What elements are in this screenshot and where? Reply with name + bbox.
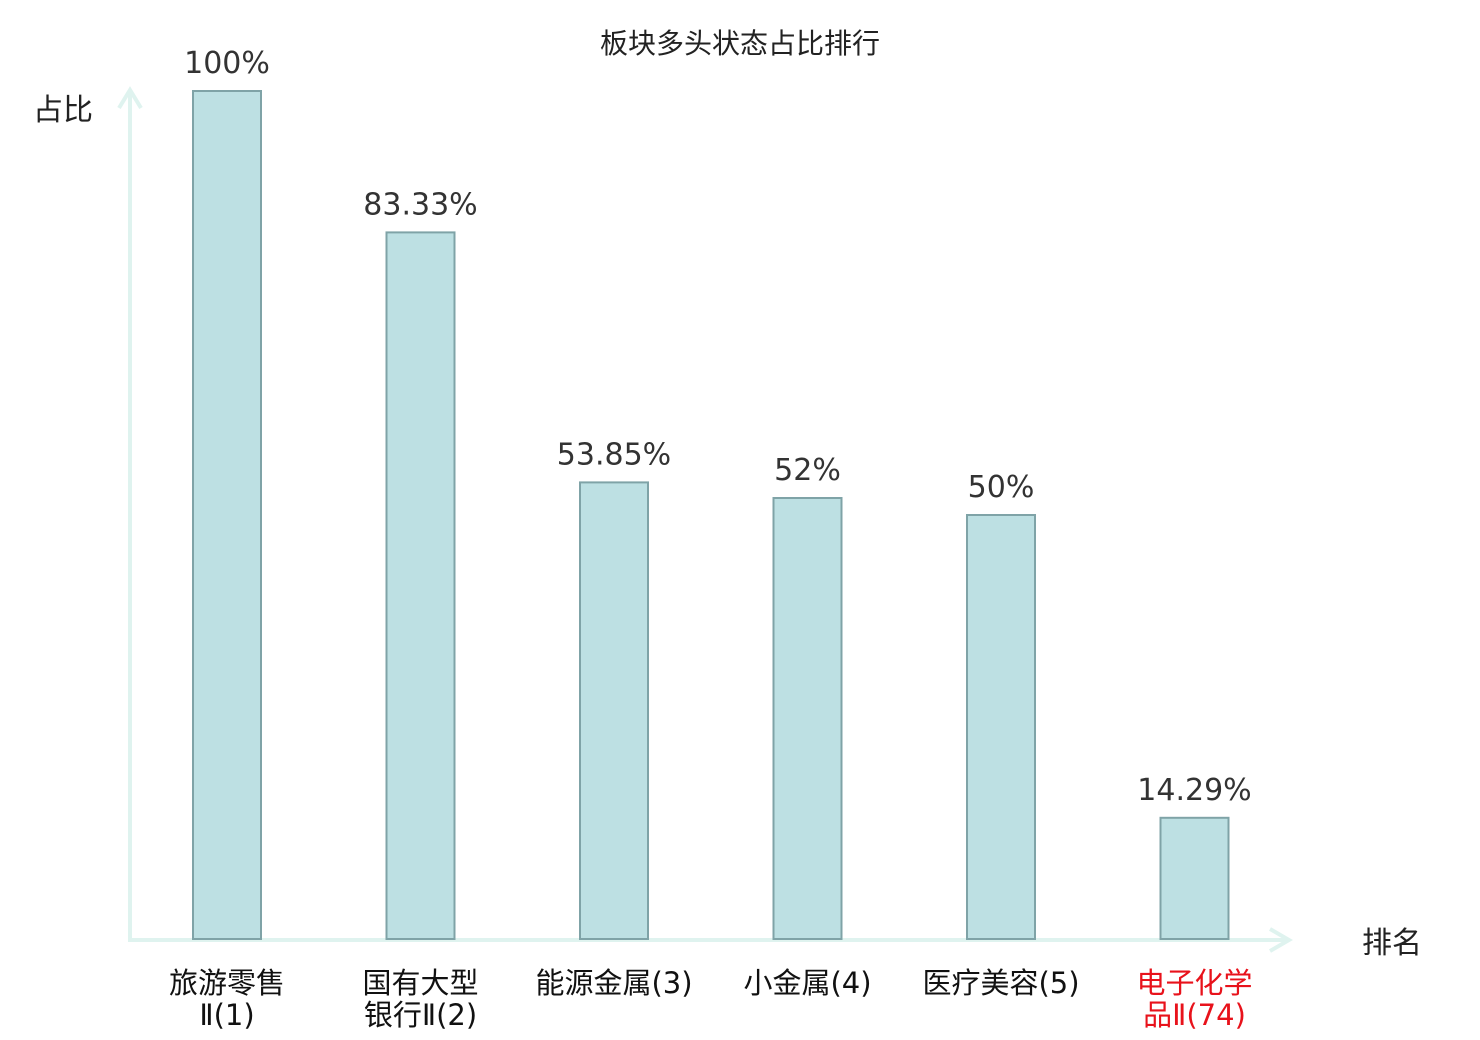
bar-value-label: 14.29% [1137, 773, 1251, 808]
bar-value-label: 52% [774, 453, 841, 488]
y-axis-arrow [117, 86, 143, 110]
bar [1159, 816, 1230, 940]
x-axis-label: 排名 [1362, 926, 1422, 961]
category-label: 国有大型银行Ⅱ(2) [362, 966, 478, 1032]
category-labels: 旅游零售 Ⅱ(1) 国有大型银行Ⅱ(2) 能源金属(3) 小金属(4) 医疗美容(5) 电子… [169, 966, 1253, 1032]
category-label: 医疗美容(5) [922, 966, 1079, 1000]
y-axis-label: 占比 [33, 93, 93, 128]
value-labels: 100% 83.33% 53.85% 52% 50% 14.29% [184, 46, 1252, 808]
category-label: 电子化学品Ⅱ(74) [1136, 966, 1252, 1032]
bar [772, 497, 843, 940]
bar-value-label: 53.85% [557, 437, 671, 472]
bars [192, 90, 1230, 940]
bar [192, 90, 262, 940]
bar [579, 481, 649, 940]
bar-value-label: 83.33% [363, 187, 477, 222]
bar [385, 231, 456, 940]
bar-value-label: 100% [184, 46, 270, 81]
category-label: 能源金属(3) [535, 966, 692, 1000]
axes [117, 86, 1293, 953]
category-label: 旅游零售 Ⅱ(1) [169, 966, 285, 1032]
bar [966, 514, 1036, 940]
bar-value-label: 50% [968, 470, 1035, 505]
category-label: 小金属(4) [743, 966, 871, 1000]
chart-title: 板块多头状态占比排行 [600, 27, 880, 60]
x-axis-arrow [1268, 927, 1293, 953]
